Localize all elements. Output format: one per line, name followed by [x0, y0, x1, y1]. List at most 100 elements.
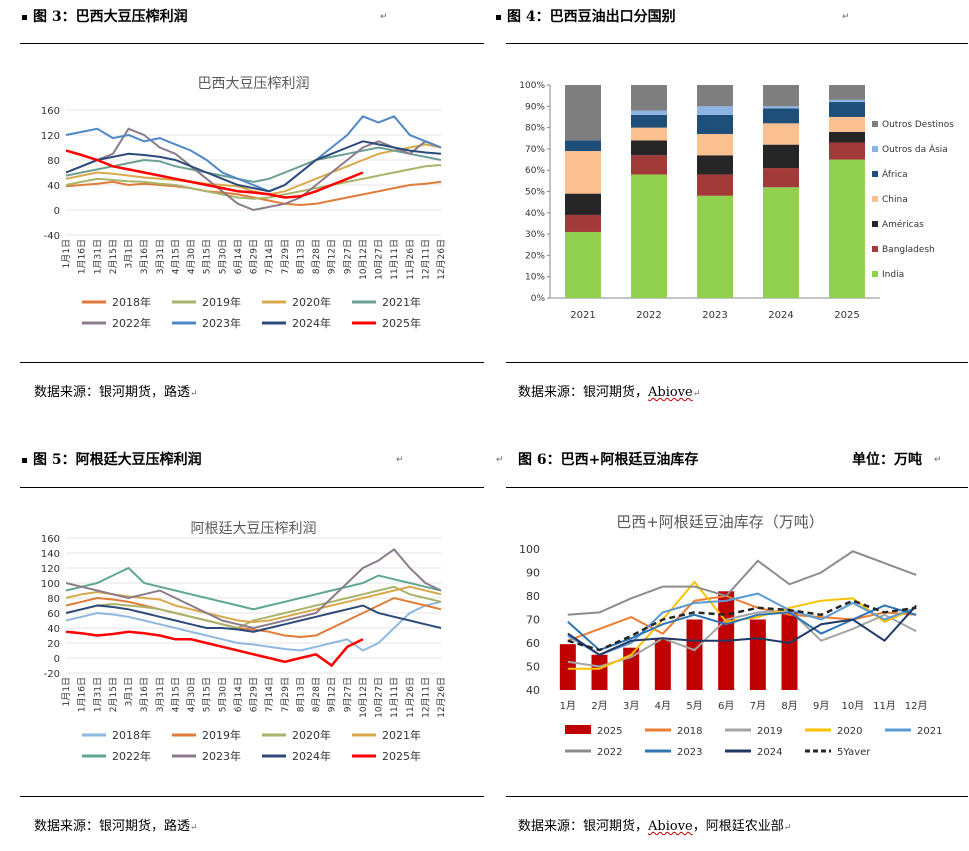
bar-2022-india [631, 174, 667, 298]
x-tick-label: 6月29日 [249, 239, 260, 274]
y-tick-label: 80 [47, 156, 60, 167]
chart-title: 巴西+阿根廷豆油库存（万吨） [616, 513, 824, 531]
fig6-source: 数据来源：银河期货，Abiove，阿根廷农业部↵ [518, 819, 792, 834]
bar-2021-áfrica [565, 140, 601, 152]
bar-2022-bangladesh [631, 155, 667, 175]
bar-2021-américas [565, 193, 601, 215]
x-tick-label: 1月1日 [61, 239, 72, 268]
legend-label: 2025年 [382, 316, 421, 330]
bar-2025-2月 [591, 654, 608, 690]
x-tick-label: 12月11日 [420, 239, 431, 280]
bar-2024-outros-da-ásia [763, 106, 799, 109]
legend-label: 2021年 [382, 728, 421, 742]
series-line-2020 [65, 585, 442, 630]
paragraph-mark-icon: ↵ [934, 455, 942, 465]
x-tick-label: 9月12日 [327, 677, 338, 712]
bullet-icon [22, 14, 27, 20]
x-tick-label: 11月11日 [389, 677, 400, 718]
series-line-2019 [65, 596, 442, 639]
bar-2025-1月 [559, 644, 576, 690]
x-tick-label: 7月14日 [264, 239, 275, 274]
x-tick-label: 3月31日 [155, 677, 166, 712]
divider [20, 796, 484, 797]
bar-2023-bangladesh [697, 174, 733, 196]
y-tick-label: 80% [525, 124, 545, 134]
x-tick-label: 10月12日 [358, 239, 369, 280]
x-tick-label: 4月15日 [170, 677, 181, 712]
x-tick-label: 9月12日 [327, 239, 338, 274]
divider [20, 362, 484, 363]
y-tick-label: 100 [519, 543, 540, 556]
legend-label: 2025年 [382, 749, 421, 763]
bar-2025-outros-da-ásia [829, 99, 865, 103]
x-tick-label: 11月26日 [405, 239, 416, 280]
bar-2024-bangladesh [763, 168, 799, 188]
x-tick-label: 7月29日 [280, 239, 291, 274]
x-tick-label: 10月 [841, 700, 864, 712]
paragraph-mark-icon: ↵ [396, 455, 404, 465]
x-tick-label: 9月27日 [342, 677, 353, 712]
bar-2023-outros-destinos [697, 85, 733, 107]
fig6-unit: 单位：万吨 [852, 452, 922, 468]
x-tick-label: 2021 [570, 310, 595, 321]
x-tick-label: 8月13日 [295, 239, 306, 274]
bar-2024-outros-destinos [763, 85, 799, 107]
y-tick-label: 160 [41, 534, 60, 545]
series-line-2022 [567, 550, 917, 616]
bar-2021-bangladesh [565, 214, 601, 232]
bar-2024-china [763, 123, 799, 145]
bar-2023-áfrica [697, 114, 733, 134]
fig4-source: 数据来源：银河期货，Abiove↵ [518, 385, 701, 400]
bar-2024-india [763, 187, 799, 298]
bar-2025-4月 [654, 639, 671, 690]
y-tick-label: 50% [525, 188, 545, 198]
legend-label: Outros Destinos [882, 120, 954, 130]
x-tick-label: 8月28日 [311, 677, 322, 712]
bar-2023-outros-da-ásia [697, 106, 733, 115]
y-tick-label: 0 [54, 654, 60, 665]
y-tick-label: 50 [526, 661, 540, 674]
y-tick-label: 160 [41, 106, 60, 117]
legend-label: India [882, 270, 904, 280]
legend-label: 2018年 [112, 728, 151, 742]
legend-label: 2021 [917, 726, 942, 737]
x-tick-label: 10月27日 [374, 239, 385, 280]
x-tick-label: 8月 [781, 700, 797, 712]
bar-2025-américas [829, 131, 865, 143]
series-line-5Yaver [567, 599, 917, 652]
series-line-2023 [567, 604, 917, 652]
x-tick-label: 6月 [718, 700, 734, 712]
legend-label: 2020年 [292, 295, 331, 309]
legend-label: 2024年 [292, 749, 331, 763]
y-tick-label: 90% [525, 102, 545, 112]
x-tick-label: 1月31日 [92, 239, 103, 274]
divider [506, 43, 968, 44]
bar-2024-áfrica [763, 108, 799, 124]
legend-label: 2023 [677, 747, 702, 758]
x-tick-label: 6月14日 [233, 677, 244, 712]
x-tick-label: 9月27日 [342, 239, 353, 274]
legend-label: 2024 [757, 747, 782, 758]
x-tick-label: 7月14日 [264, 677, 275, 712]
legend-label: 2022年 [112, 749, 151, 763]
y-tick-label: 90 [526, 567, 540, 580]
divider [506, 362, 968, 363]
series-line-2024 [65, 140, 442, 193]
series-line-2021 [567, 592, 917, 656]
y-tick-label: 0% [531, 294, 546, 304]
bar-2025-áfrica [829, 102, 865, 117]
paragraph-mark-icon: ↵ [496, 455, 504, 465]
legend-label: 2018 [677, 726, 702, 737]
x-tick-label: 5月30日 [217, 677, 228, 712]
divider [506, 487, 968, 488]
x-tick-label: 12月11日 [420, 677, 431, 718]
fig4-title: 图 4：巴西豆油出口分国别 [496, 6, 676, 26]
legend-label: Bangladesh [882, 245, 935, 255]
bar-2021-outros-destinos [565, 85, 601, 141]
paragraph-mark-icon: ↵ [380, 12, 388, 22]
y-tick-label: 70% [525, 145, 545, 155]
chart-brazil-soyoil-exports: 0% 10% 20% 30% 40% 50% 60% 70% 80% 90% 100% 2021 202… [519, 81, 954, 321]
series-line-2024 [567, 604, 917, 656]
legend-label: 2020年 [292, 728, 331, 742]
bar-2023-china [697, 133, 733, 156]
